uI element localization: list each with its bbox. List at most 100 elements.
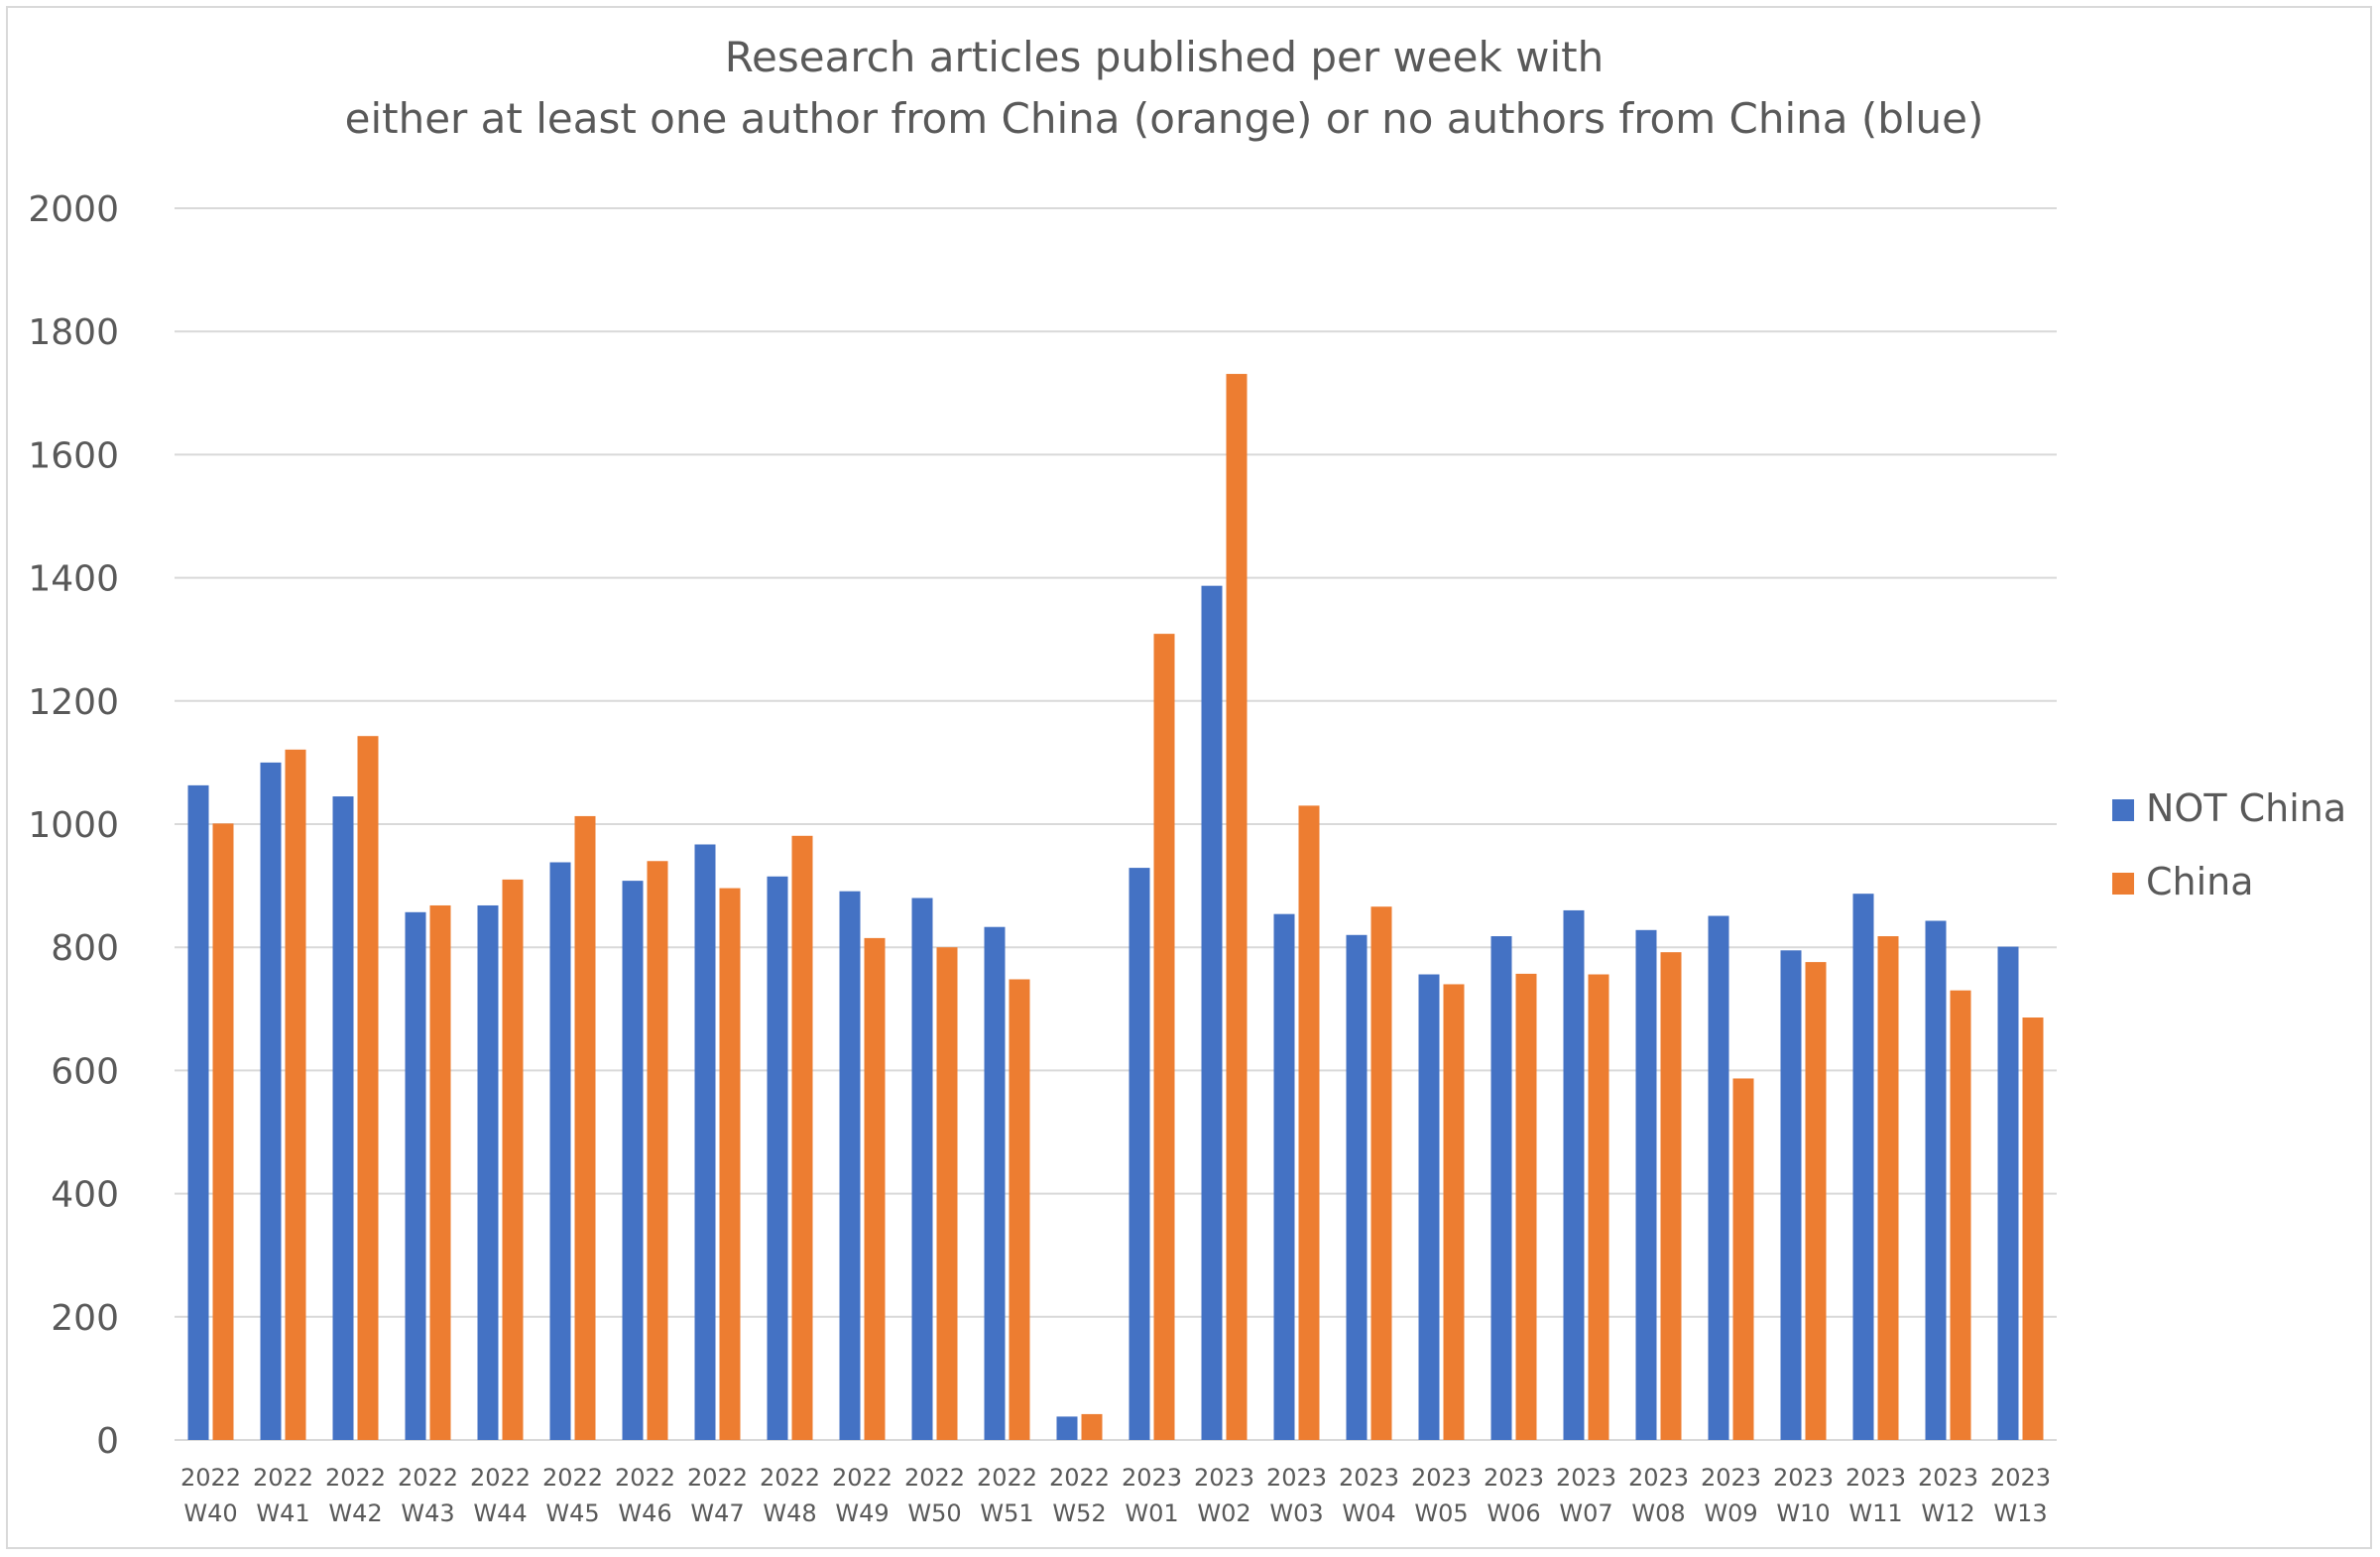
bar-china xyxy=(719,888,741,1440)
x-tick-label-week: W49 xyxy=(835,1499,889,1527)
bar-not-china xyxy=(1780,950,1802,1440)
x-tick-label-year: 2022 xyxy=(760,1464,820,1492)
bar-china xyxy=(1588,974,1609,1440)
x-tick-label-week: W01 xyxy=(1125,1499,1178,1527)
bar-not-china xyxy=(1708,915,1729,1440)
x-tick-label-week: W09 xyxy=(1704,1499,1757,1527)
x-tick-label-week: W42 xyxy=(328,1499,382,1527)
chart-title-line-1: Research articles published per week wit… xyxy=(725,33,1605,81)
chart-title: Research articles published per week wit… xyxy=(345,33,1984,143)
x-tick-label-week: W11 xyxy=(1848,1499,1902,1527)
bar-not-china xyxy=(622,881,644,1440)
y-tick-label: 800 xyxy=(51,928,119,969)
x-tick-label-week: W47 xyxy=(690,1499,744,1527)
bar-not-china xyxy=(549,862,571,1440)
bar-not-china xyxy=(839,891,861,1440)
y-tick-label: 1000 xyxy=(28,805,119,846)
y-tick-label: 400 xyxy=(51,1175,119,1216)
bar-not-china xyxy=(1635,929,1657,1440)
x-tick-label-week: W52 xyxy=(1052,1499,1106,1527)
bar-china xyxy=(1805,962,1827,1440)
bar-china xyxy=(357,736,379,1440)
bar-not-china xyxy=(694,844,716,1440)
bar-not-china xyxy=(1490,936,1512,1440)
bar-china xyxy=(502,879,524,1440)
x-tick-label-year: 2022 xyxy=(1049,1464,1110,1492)
x-tick-label-year: 2022 xyxy=(542,1464,603,1492)
bar-china xyxy=(1009,979,1030,1440)
x-tick-label-year: 2023 xyxy=(1918,1464,1978,1492)
bar-not-china xyxy=(984,926,1006,1440)
bar-china xyxy=(1950,990,1971,1440)
x-tick-label-year: 2023 xyxy=(1339,1464,1399,1492)
x-tick-label-year: 2022 xyxy=(253,1464,313,1492)
x-tick-label-week: W43 xyxy=(401,1499,454,1527)
bar-not-china xyxy=(1418,974,1440,1440)
bar-not-china xyxy=(1563,909,1585,1440)
x-tick-label-year: 2023 xyxy=(1701,1464,1761,1492)
bar-china xyxy=(1153,634,1175,1440)
gridlines xyxy=(175,207,2057,1441)
x-tick-label-year: 2023 xyxy=(1484,1464,1544,1492)
x-axis-tick-labels: 2022 W40 2022 W41 2022 W42 2022 W43 2022 W44 2022 W… xyxy=(180,1464,2051,1527)
bar-china xyxy=(1515,973,1537,1440)
x-tick-label-year: 2022 xyxy=(180,1464,241,1492)
bar-not-china xyxy=(1997,946,2019,1440)
bar-not-china xyxy=(1273,913,1295,1440)
x-tick-label-week: W40 xyxy=(183,1499,237,1527)
x-tick-label-year: 2022 xyxy=(470,1464,531,1492)
x-tick-label-week: W06 xyxy=(1487,1499,1540,1527)
y-tick-label: 1400 xyxy=(28,559,119,600)
bar-china xyxy=(936,947,958,1440)
bar-not-china xyxy=(477,904,499,1440)
x-tick-label-week: W02 xyxy=(1197,1499,1250,1527)
bar-not-china xyxy=(332,796,354,1440)
legend-label: China xyxy=(2146,860,2254,903)
x-tick-label-year: 2023 xyxy=(1411,1464,1472,1492)
x-tick-label-week: W45 xyxy=(545,1499,599,1527)
legend-label: NOT China xyxy=(2146,786,2346,830)
bar-china xyxy=(285,749,306,1440)
bar-china xyxy=(1443,984,1465,1440)
bar-china xyxy=(429,904,451,1440)
x-tick-label-week: W08 xyxy=(1631,1499,1685,1527)
x-tick-label-week: W05 xyxy=(1414,1499,1468,1527)
y-tick-label: 2000 xyxy=(28,189,119,230)
legend-swatch xyxy=(2112,873,2134,895)
legend: NOT China China xyxy=(2112,786,2346,903)
bar-china xyxy=(1226,374,1248,1440)
bar-not-china xyxy=(767,876,788,1440)
chart-title-line-2: either at least one author from China (o… xyxy=(345,94,1984,143)
bar-not-china xyxy=(1346,934,1368,1440)
x-tick-label-year: 2023 xyxy=(1266,1464,1327,1492)
bar-chart: Research articles published per week wit… xyxy=(28,33,2346,1527)
x-tick-label-week: W46 xyxy=(618,1499,671,1527)
x-tick-label-year: 2022 xyxy=(687,1464,748,1492)
bar-china xyxy=(1660,952,1682,1440)
x-tick-label-week: W04 xyxy=(1342,1499,1395,1527)
legend-swatch xyxy=(2112,799,2134,821)
x-tick-label-year: 2022 xyxy=(832,1464,892,1492)
x-tick-label-week: W48 xyxy=(763,1499,816,1527)
x-tick-label-week: W03 xyxy=(1269,1499,1323,1527)
y-tick-label: 1800 xyxy=(28,312,119,353)
bar-china xyxy=(212,823,234,1440)
bar-not-china xyxy=(1852,894,1874,1440)
y-tick-label: 1600 xyxy=(28,435,119,476)
x-tick-label-year: 2022 xyxy=(977,1464,1037,1492)
bar-china xyxy=(2022,1017,2044,1440)
x-tick-label-week: W12 xyxy=(1921,1499,1974,1527)
bar-not-china xyxy=(405,911,426,1440)
y-tick-label: 1200 xyxy=(28,682,119,723)
x-tick-label-week: W13 xyxy=(1993,1499,2047,1527)
x-tick-label-year: 2023 xyxy=(1556,1464,1616,1492)
x-tick-label-year: 2022 xyxy=(615,1464,675,1492)
bar-not-china xyxy=(1129,868,1150,1440)
x-tick-label-week: W07 xyxy=(1559,1499,1612,1527)
chart-frame: Research articles published per week wit… xyxy=(6,6,2372,1549)
x-tick-label-week: W50 xyxy=(907,1499,961,1527)
bar-china xyxy=(1298,805,1320,1440)
bar-not-china xyxy=(187,784,209,1440)
x-tick-label-week: W51 xyxy=(980,1499,1033,1527)
y-tick-label: 200 xyxy=(51,1298,119,1339)
